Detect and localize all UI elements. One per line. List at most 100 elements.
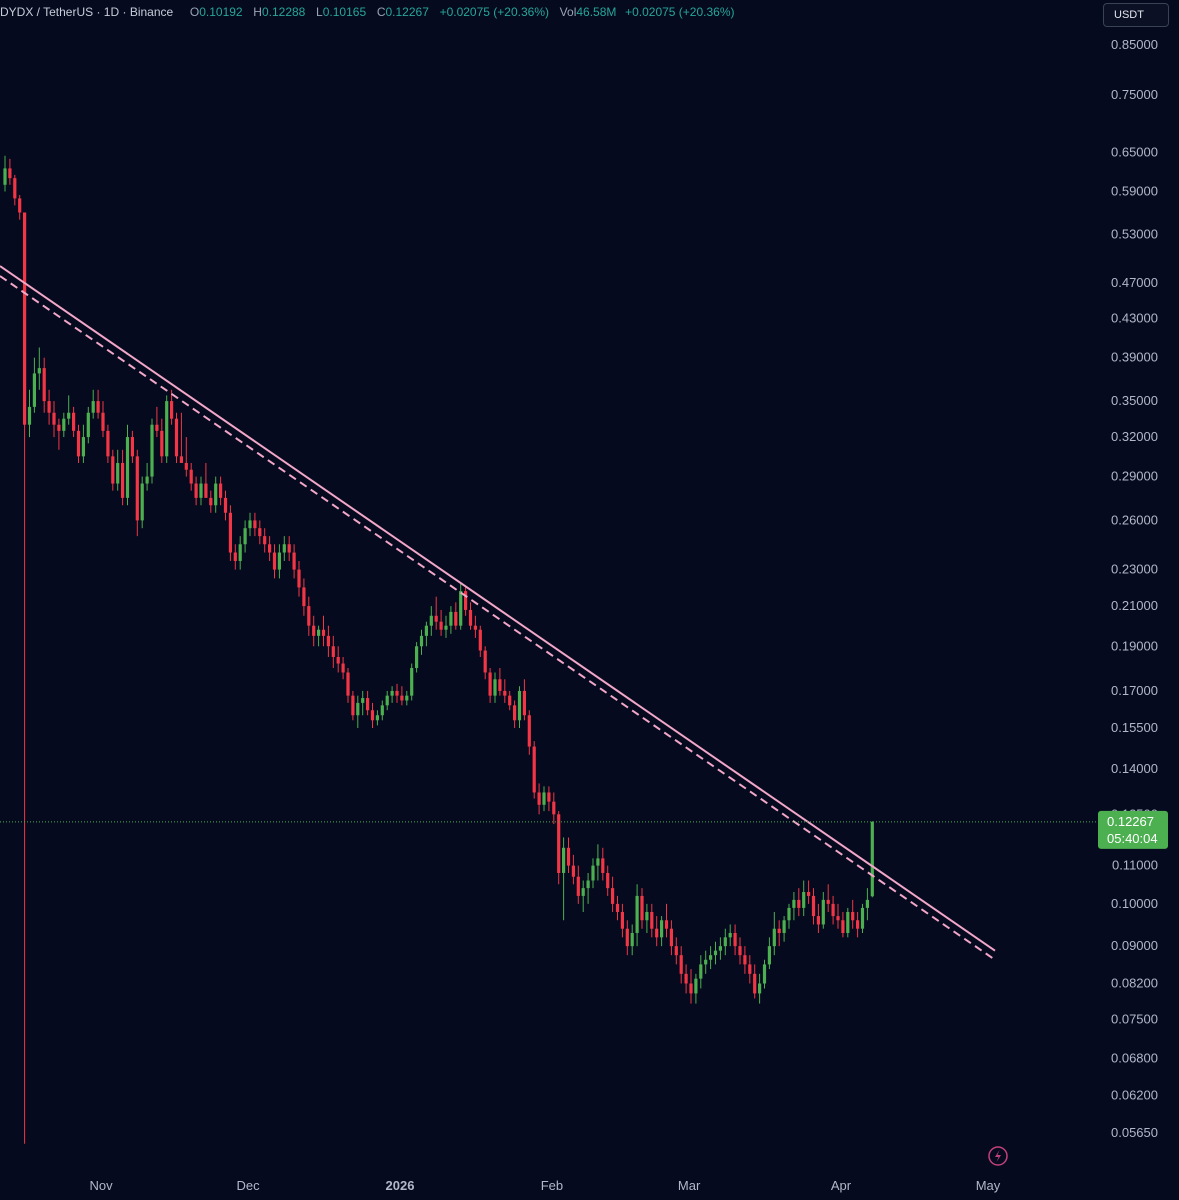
price-tick-label: 0.65000 (1111, 145, 1158, 160)
candle-up (116, 462, 120, 484)
candle-up (37, 368, 41, 374)
candle-down (135, 456, 139, 521)
close-label: C (376, 5, 386, 19)
dashed-trendline[interactable] (0, 275, 996, 961)
close-value: 0.12267 (385, 5, 429, 19)
candle-down (18, 198, 22, 213)
low-value: 0.10165 (322, 5, 367, 19)
candle-down (292, 552, 296, 570)
candle-up (361, 698, 365, 703)
currency-button[interactable]: USDT (1103, 3, 1169, 27)
candle-down (121, 462, 125, 498)
candle-down (684, 973, 688, 984)
candle-up (635, 895, 639, 933)
price-tick-label: 0.05650 (1111, 1125, 1158, 1140)
candle-down (179, 456, 183, 463)
candle-down (223, 497, 228, 513)
candle-up (586, 880, 590, 889)
candle-down (47, 401, 51, 413)
time-tick-label: Nov (90, 1178, 114, 1193)
price-axis[interactable]: 0.85000 0.75000 0.65000 0.59000 0.53000 0.470… (1111, 37, 1158, 1140)
candle-down (174, 418, 179, 457)
candle-down (856, 920, 860, 929)
candle-down (816, 916, 820, 925)
candle-up (27, 406, 32, 425)
candle-up (723, 937, 727, 947)
candle-up (728, 932, 732, 938)
candle-up (562, 847, 566, 873)
price-tick-label: 0.29000 (1111, 469, 1158, 484)
candle-down (664, 920, 669, 929)
symbol-title[interactable]: DYDX / TetherUS · 1D · Binance (0, 5, 174, 19)
candle-down (272, 552, 277, 570)
candle-down (184, 462, 188, 470)
candle-down (395, 690, 399, 696)
candle-up (596, 858, 600, 866)
candle-up (410, 667, 414, 696)
price-tick-label: 0.09000 (1111, 938, 1158, 953)
candle-down (689, 983, 693, 994)
candle-up (713, 950, 718, 956)
candle-down (302, 587, 306, 607)
candle-down (625, 928, 629, 947)
chart-header: DYDX / TetherUS · 1D · Binance O0.10192 … (0, 5, 735, 23)
candle-down (738, 946, 742, 956)
candle-up (660, 920, 664, 938)
candle-down (552, 801, 556, 815)
candle-down (841, 920, 845, 933)
lightning-icon[interactable] (988, 1146, 1008, 1166)
candle-down (101, 412, 105, 431)
candle-up (542, 792, 546, 805)
solid-trendline[interactable] (0, 265, 996, 952)
price-tag: 0.12267 05:40:04 (1098, 810, 1168, 849)
candle-up (3, 168, 7, 185)
candle-down (468, 609, 473, 626)
candle-up (704, 959, 708, 965)
candle-down (341, 663, 345, 673)
candle-down (439, 621, 443, 630)
candle-down (228, 512, 232, 553)
candle-down (508, 695, 512, 706)
candle-up (699, 964, 703, 979)
candle-down (130, 437, 134, 457)
candle-down (258, 528, 262, 537)
candle-up (846, 911, 850, 933)
candle-down (42, 368, 46, 402)
time-tick-label: Mar (678, 1178, 701, 1193)
candle-up (493, 679, 497, 696)
candle-up (865, 899, 869, 908)
candle-down (209, 497, 213, 506)
price-tick-label: 0.85000 (1111, 37, 1158, 52)
candle-down (253, 520, 257, 529)
price-tick-label: 0.75000 (1111, 87, 1158, 102)
candle-up (214, 483, 218, 506)
candle-up (86, 412, 90, 438)
candle-down (194, 483, 198, 498)
candle-up (238, 544, 242, 561)
candle-down (811, 895, 816, 917)
price-tick-label: 0.15500 (1111, 720, 1158, 735)
candle-down (831, 903, 835, 917)
time-tick-label: Dec (237, 1178, 261, 1193)
candle-down (483, 650, 487, 673)
candle-down (287, 544, 291, 553)
price-tick-label: 0.43000 (1111, 310, 1158, 325)
candle-down (219, 483, 223, 498)
candle-down (498, 679, 502, 691)
candle-down (571, 865, 575, 877)
candle-down (351, 695, 355, 716)
candle-down (807, 892, 811, 896)
change-value: +0.02075 (+20.36%) (439, 5, 549, 19)
candle-down (52, 412, 56, 425)
candle-down (620, 911, 624, 929)
candle-down (307, 606, 311, 626)
candle-down (615, 903, 620, 912)
candle-down (611, 888, 615, 904)
candle-down (326, 635, 330, 647)
price-tick-label: 0.07500 (1111, 1011, 1158, 1026)
candle-down (366, 698, 370, 711)
price-tag-value: 0.12267 (1107, 814, 1154, 829)
time-axis[interactable]: Nov Dec 2026 Feb Mar Apr May (90, 1178, 1001, 1193)
candle-down (566, 847, 571, 866)
